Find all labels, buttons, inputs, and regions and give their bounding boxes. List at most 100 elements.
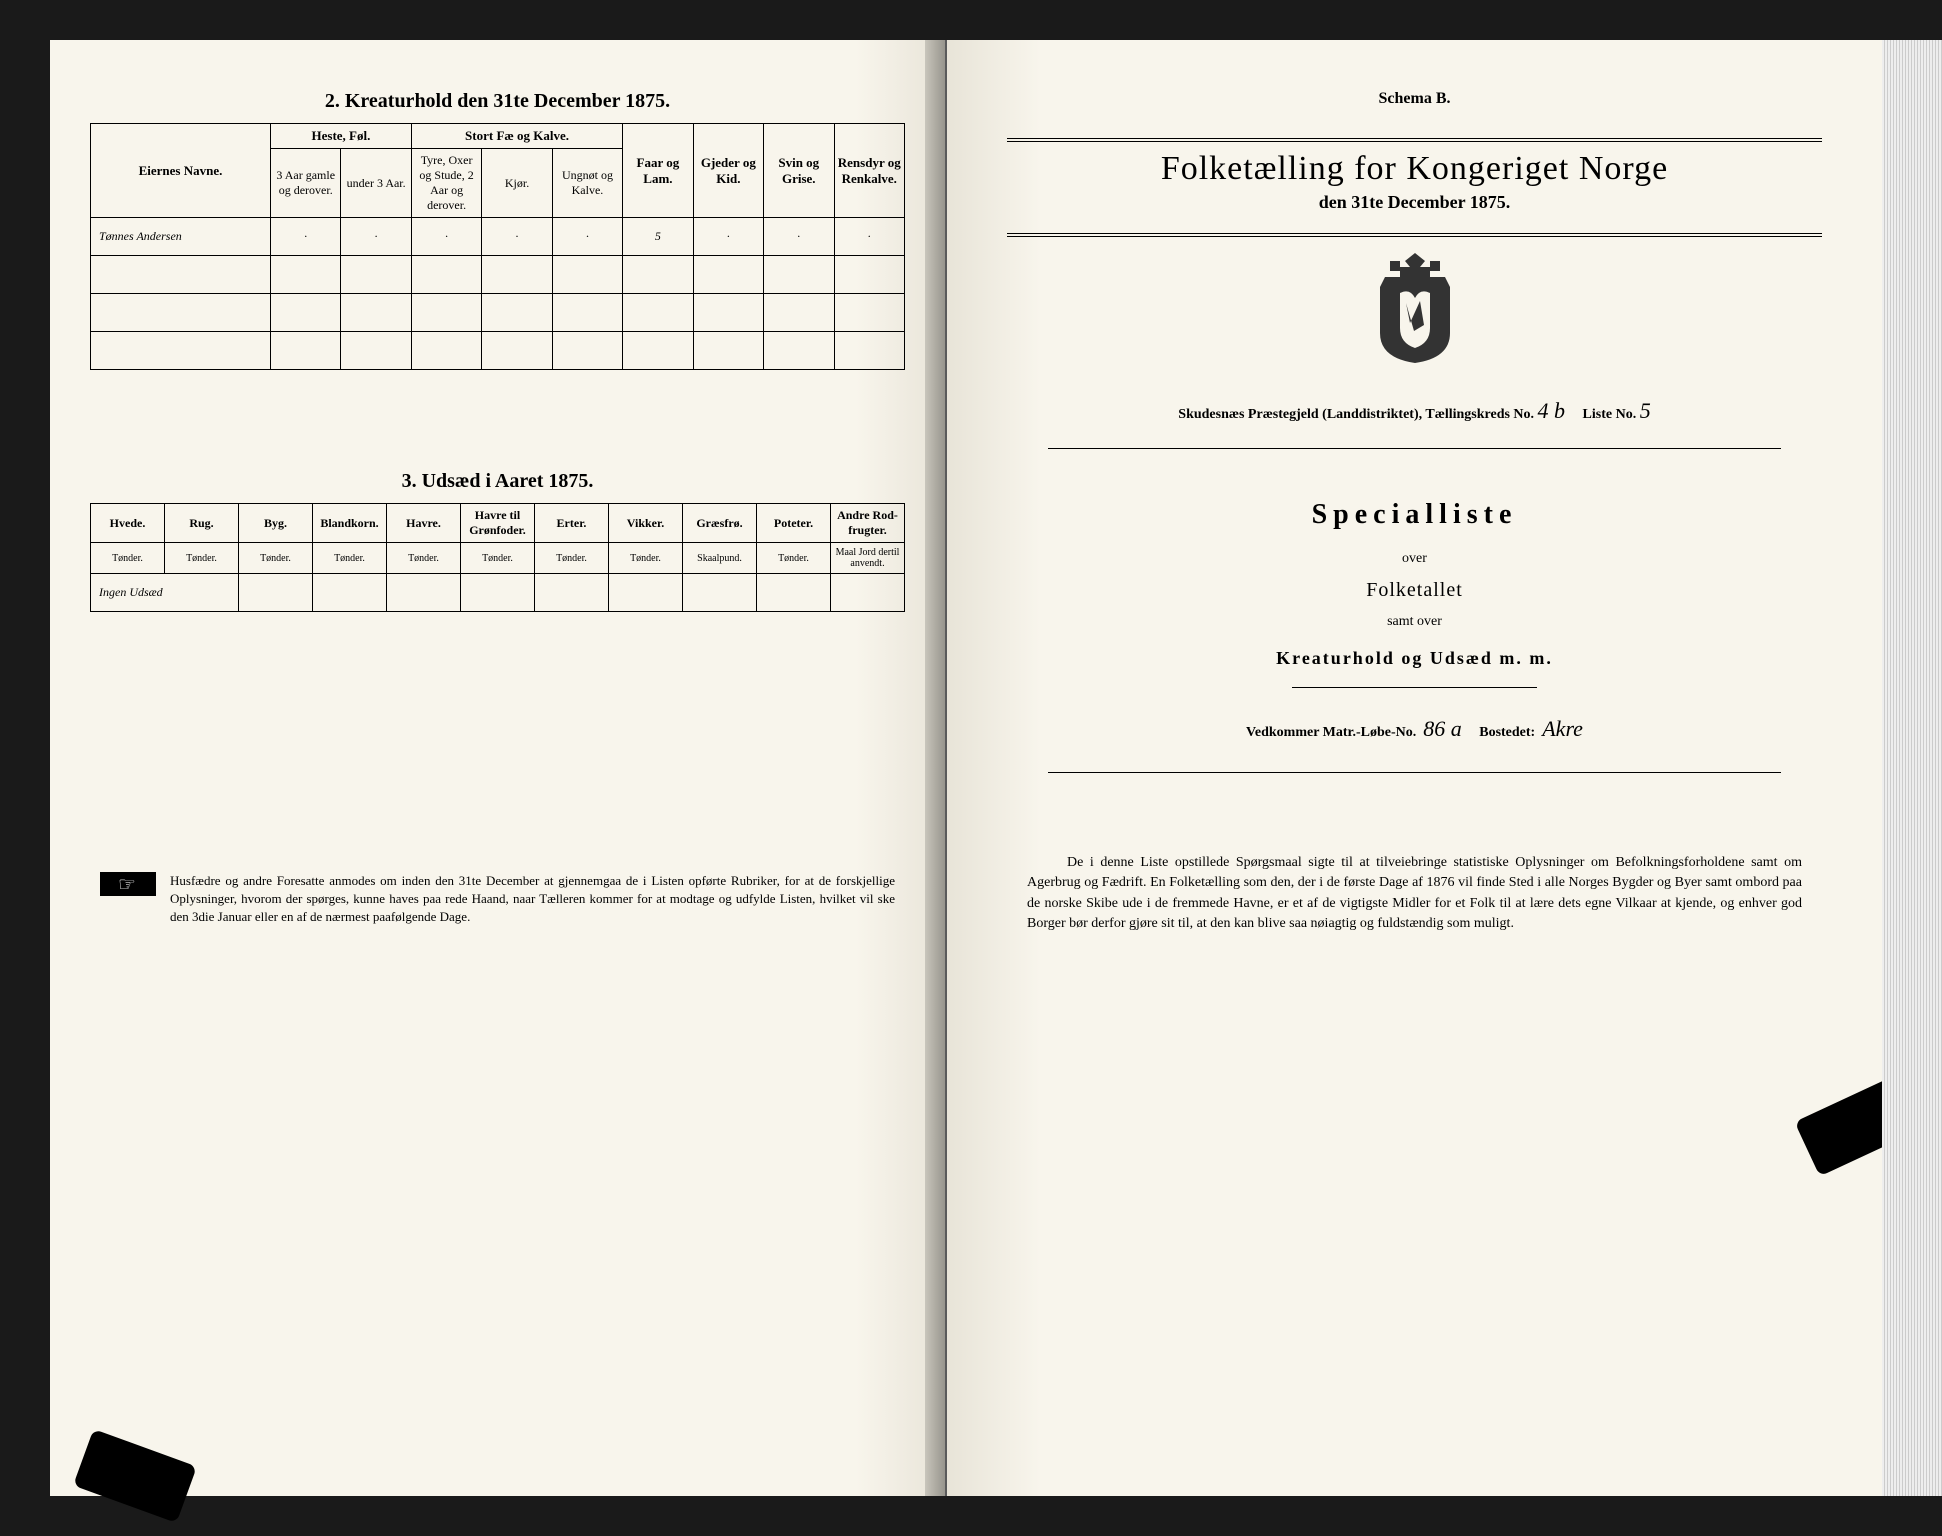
sub-h4: Kjør. xyxy=(482,149,552,218)
rubric-text: Husfædre og andre Foresatte anmodes om i… xyxy=(170,873,895,924)
grp-goats: Gjeder og Kid. xyxy=(693,124,763,218)
page-edges xyxy=(1882,40,1942,1496)
table-cell xyxy=(834,294,905,332)
table-cell xyxy=(239,574,313,612)
sub-h3: Tyre, Oxer og Stude, 2 Aar og derover. xyxy=(411,149,481,218)
table-cell xyxy=(609,574,683,612)
district-prefix: Skudesnæs Præstegjeld (Landdistriktet), … xyxy=(1178,407,1534,422)
bostedet-value: Akre xyxy=(1542,716,1583,741)
sowing-table: Hvede.Rug.Byg.Blandkorn.Havre.Havre til … xyxy=(90,503,905,612)
pointing-hand-icon xyxy=(100,872,156,896)
table-row xyxy=(91,332,905,370)
binder-clip-icon xyxy=(73,1429,197,1523)
table-cell: · xyxy=(834,218,905,256)
col-owner-name: Eiernes Navne. xyxy=(91,124,271,218)
matr-line: Vedkommer Matr.-Løbe-No. 86 a Bostedet: … xyxy=(1007,716,1822,742)
samt-over: samt over xyxy=(1007,614,1822,630)
grp-cattle: Stort Fæ og Kalve. xyxy=(411,124,622,149)
owner-name-cell xyxy=(91,332,271,370)
table-cell xyxy=(271,294,341,332)
col-header: Havre til Grønfoder. xyxy=(461,504,535,543)
coat-of-arms-icon xyxy=(1007,253,1822,368)
table-cell xyxy=(411,332,481,370)
table-cell xyxy=(834,256,905,294)
matr-number: 86 a xyxy=(1423,716,1462,741)
grp-horses: Heste, Føl. xyxy=(271,124,412,149)
table-cell xyxy=(461,574,535,612)
table-row xyxy=(91,294,905,332)
table-cell xyxy=(693,256,763,294)
liste-label: Liste No. xyxy=(1583,407,1637,422)
table-cell xyxy=(482,332,552,370)
schema-label: Schema B. xyxy=(1007,90,1822,108)
col-unit: Tønder. xyxy=(91,543,165,574)
folketallet: Folketallet xyxy=(1007,579,1822,602)
table-cell: · xyxy=(552,218,622,256)
col-header: Erter. xyxy=(535,504,609,543)
table-cell: · xyxy=(482,218,552,256)
livestock-table: Eiernes Navne. Heste, Føl. Stort Fæ og K… xyxy=(90,123,905,370)
table-cell xyxy=(411,256,481,294)
table-cell xyxy=(552,332,622,370)
table-cell xyxy=(764,294,834,332)
table-cell xyxy=(693,332,763,370)
table-cell: 5 xyxy=(623,218,693,256)
census-book: 2. Kreaturhold den 31te December 1875. E… xyxy=(50,40,1882,1496)
table-cell xyxy=(683,574,757,612)
section2-title: 2. Kreaturhold den 31te December 1875. xyxy=(90,90,905,113)
col-header: Græsfrø. xyxy=(683,504,757,543)
table-cell: · xyxy=(411,218,481,256)
table-cell xyxy=(623,332,693,370)
table-cell xyxy=(757,574,831,612)
owner-name-cell: Tønnes Andersen xyxy=(91,218,271,256)
over-1: over xyxy=(1007,551,1822,567)
col-unit: Tønder. xyxy=(239,543,313,574)
owner-name-cell xyxy=(91,256,271,294)
table-cell xyxy=(552,294,622,332)
owner-name-cell xyxy=(91,294,271,332)
grp-sheep: Faar og Lam. xyxy=(623,124,693,218)
col-header: Blandkorn. xyxy=(313,504,387,543)
table-cell xyxy=(535,574,609,612)
table-cell xyxy=(482,256,552,294)
table-cell xyxy=(831,574,905,612)
table-row: Tønnes Andersen·····5··· xyxy=(91,218,905,256)
sowing-row: Ingen Udsæd xyxy=(91,574,905,612)
right-page: Schema B. Folketælling for Kongeriget No… xyxy=(947,40,1882,1496)
col-unit: Skaalpund. xyxy=(683,543,757,574)
liste-number: 5 xyxy=(1640,398,1651,423)
col-header: Andre Rod-frugter. xyxy=(831,504,905,543)
bostedet-label: Bostedet: xyxy=(1479,725,1535,740)
col-header: Vikker. xyxy=(609,504,683,543)
table-cell: · xyxy=(271,218,341,256)
sowing-units: Tønder.Tønder.Tønder.Tønder.Tønder.Tønde… xyxy=(91,543,905,574)
livestock-rows: Tønnes Andersen·····5··· xyxy=(91,218,905,370)
table-cell xyxy=(834,332,905,370)
col-unit: Tønder. xyxy=(609,543,683,574)
table-cell xyxy=(693,294,763,332)
table-cell: · xyxy=(764,218,834,256)
col-unit: Tønder. xyxy=(757,543,831,574)
sub-h1: 3 Aar gamle og derover. xyxy=(271,149,341,218)
col-header: Byg. xyxy=(239,504,313,543)
col-header: Poteter. xyxy=(757,504,831,543)
col-unit: Tønder. xyxy=(461,543,535,574)
table-cell xyxy=(764,332,834,370)
matr-label: Vedkommer Matr.-Løbe-No. xyxy=(1246,725,1416,740)
date-line: den 31te December 1875. xyxy=(1007,192,1822,213)
table-cell xyxy=(341,256,411,294)
district-line: Skudesnæs Præstegjeld (Landdistriktet), … xyxy=(1007,398,1822,424)
kreaturhold-line: Kreaturhold og Udsæd m. m. xyxy=(1007,648,1822,669)
grp-pigs: Svin og Grise. xyxy=(764,124,834,218)
kreds-number: 4 b xyxy=(1538,398,1566,423)
table-cell xyxy=(341,294,411,332)
table-cell xyxy=(313,574,387,612)
table-cell xyxy=(482,294,552,332)
table-cell xyxy=(552,256,622,294)
table-cell xyxy=(387,574,461,612)
col-unit: Tønder. xyxy=(165,543,239,574)
table-cell xyxy=(623,256,693,294)
table-cell: · xyxy=(341,218,411,256)
col-header: Rug. xyxy=(165,504,239,543)
sub-h2: under 3 Aar. xyxy=(341,149,411,218)
